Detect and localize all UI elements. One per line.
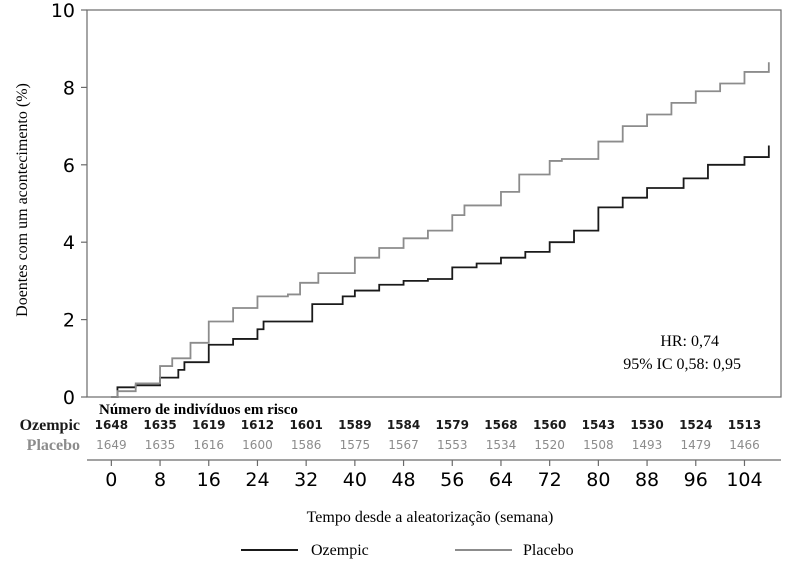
risk-value: 1520 [534,438,565,452]
risk-value: 1616 [193,438,224,452]
risk-value: 1586 [291,438,322,452]
risk-value: 1513 [728,418,761,432]
risk-value: 1493 [632,438,663,452]
y-tick-label: 8 [63,77,75,99]
plot-frame [86,9,782,398]
legend-label-placebo: Placebo [523,542,574,559]
series-line-placebo [111,62,770,398]
risk-value: 1508 [583,438,614,452]
risk-table-title: Número de indivíduos em risco [99,402,298,418]
risk-value: 1601 [289,418,322,432]
x-tick-label: 80 [586,469,610,491]
x-tick-label: 48 [391,469,415,491]
risk-value: 1619 [192,418,225,432]
risk-value: 1534 [486,438,517,452]
risk-value: 1584 [387,418,420,432]
x-tick-label: 24 [245,469,269,491]
x-tick-label: 96 [684,469,708,491]
risk-value: 1530 [630,418,663,432]
risk-value: 1635 [145,438,176,452]
x-tick-label: 0 [105,469,117,491]
x-tick-label: 104 [726,469,762,491]
risk-value: 1568 [484,418,517,432]
y-axis: 0 2 4 6 8 10 [51,0,87,409]
risk-table: Ozempic 1648 1635 1619 1612 1601 1589 1584 1579 1… [20,417,762,454]
y-axis-label: Doentes com um acontecimento (%) [14,83,31,317]
x-tick-label: 8 [154,469,166,491]
x-tick-label: 16 [197,469,221,491]
ci-annotation: 95% IC 0,58: 0,95 [623,356,741,373]
risk-value: 1560 [533,418,566,432]
risk-row-label-ozempic: Ozempic [20,417,80,434]
risk-value: 1648 [95,418,128,432]
risk-value: 1579 [436,418,469,432]
risk-value: 1524 [679,418,712,432]
x-tick-label: 56 [440,469,464,491]
risk-value: 1589 [338,418,371,432]
legend: Ozempic Placebo [241,542,574,559]
risk-value: 1543 [582,418,615,432]
risk-value: 1575 [340,438,371,452]
risk-value: 1635 [143,418,176,432]
y-tick-label: 6 [63,155,75,177]
risk-value: 1612 [241,418,274,432]
risk-value: 1479 [680,438,711,452]
x-tick-label: 72 [538,469,562,491]
y-tick-label: 4 [63,232,75,254]
risk-value: 1567 [388,438,419,452]
risk-value: 1553 [437,438,468,452]
x-tick-label: 64 [489,469,513,491]
x-tick-label: 40 [343,469,367,491]
x-axis: 0 8 16 24 32 40 48 56 64 72 80 88 96 104 [87,459,781,491]
risk-value: 1649 [96,438,127,452]
series-line-ozempic [111,145,770,398]
x-tick-label: 32 [294,469,318,491]
x-axis-label: Tempo desde a aleatorização (semana) [307,509,554,526]
series-lines [111,62,770,398]
y-tick-label: 10 [51,0,75,22]
risk-row-label-placebo: Placebo [27,437,80,454]
hr-annotation: HR: 0,74 [660,333,719,350]
risk-value: 1466 [729,438,760,452]
y-tick-label: 2 [63,310,75,332]
y-tick-label: 0 [63,387,75,409]
risk-value: 1600 [242,438,273,452]
legend-label-ozempic: Ozempic [311,542,369,559]
x-tick-label: 88 [635,469,659,491]
